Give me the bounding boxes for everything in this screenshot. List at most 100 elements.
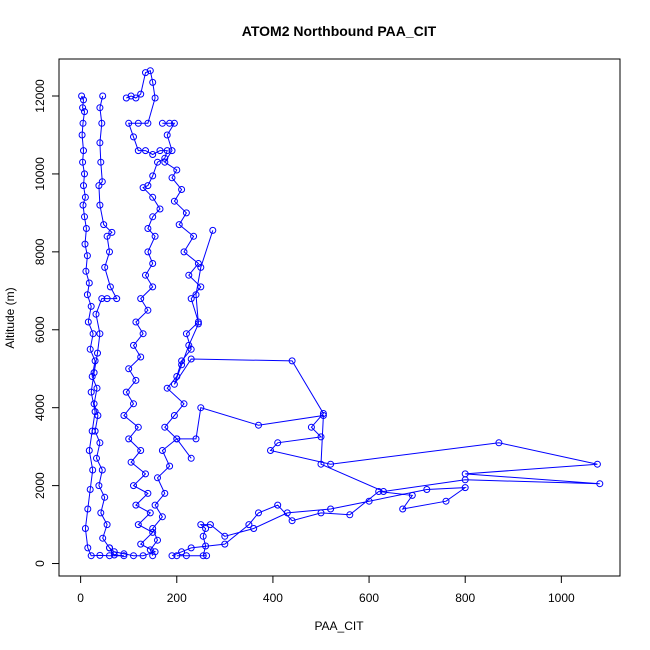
data-point [110,548,118,556]
data-point [86,345,94,353]
y-tick-label: 0 [33,560,47,567]
data-point [461,484,469,492]
data-point [156,205,164,213]
data-point [99,92,107,100]
data-point [182,552,190,560]
data-point [317,433,325,441]
data-point [95,482,103,490]
data-point [82,267,90,275]
data-point [79,201,87,209]
data-point [106,248,113,256]
data-point [78,92,86,100]
data-point [81,170,88,178]
data-point [399,505,407,513]
series [106,67,171,560]
data-point [106,283,114,291]
data-point [149,260,157,267]
data-point [97,509,105,517]
data-point [130,133,137,141]
data-point [130,341,137,349]
data-point [89,466,97,474]
x-tick-label: 200 [167,591,187,605]
data-point [283,509,291,517]
data-point [170,380,178,388]
data-point [288,357,296,365]
data-point [132,94,140,102]
data-point [106,544,113,552]
data-point [596,480,604,488]
series [146,119,205,560]
y-tick-label: 6000 [33,316,47,343]
data-point [96,551,104,559]
data-point [80,182,87,190]
data-point [149,213,157,221]
data-point [130,482,137,490]
data-point [168,174,176,182]
data-point [185,271,193,279]
data-point [79,104,87,112]
data-point [423,486,431,493]
data-point [149,193,157,201]
data-point [146,546,154,554]
data-point [163,384,171,392]
data-point [89,330,97,338]
data-point [170,119,178,127]
data-point [81,108,88,116]
data-point [461,476,469,484]
data-point [187,295,195,303]
data-point [98,178,106,186]
data-point [130,400,137,408]
data-point [149,283,157,291]
data-point [163,131,171,139]
series-line [171,487,467,557]
x-tick-label: 600 [359,591,379,605]
data-point [88,373,96,380]
data-point [97,158,105,166]
data-point [81,525,89,532]
data-point [132,376,140,384]
data-point [94,349,101,357]
data-point [255,421,262,429]
y-tick-label: 4000 [33,394,47,421]
data-point [182,330,190,338]
data-point [221,532,229,540]
data-point [90,369,98,377]
data-point [84,318,92,326]
data-point [83,291,91,299]
data-point [134,423,142,431]
data-point [142,69,149,77]
data-point [178,548,186,556]
data-point [139,184,147,192]
data-point [173,166,181,174]
data-point [161,489,169,497]
data-point [98,295,106,303]
y-axis: 0 2000 4000 6000 8000 10000 12000 [33,79,60,567]
data-point [125,119,133,127]
data-point [202,525,210,532]
data-point [101,493,109,501]
data-point [137,90,145,98]
data-point [202,542,210,550]
data-point [125,435,133,443]
data-point [154,474,161,482]
data-point [158,119,166,127]
data-point [170,412,178,419]
data-point [101,263,109,271]
data-point [317,460,325,468]
data-point [187,454,195,462]
data-point [79,158,87,166]
data-point [137,295,145,303]
data-point [327,460,335,468]
data-point [408,491,416,499]
x-tick-label: 1000 [548,591,575,605]
data-point [134,119,142,127]
data-point [267,447,274,454]
data-point [142,147,149,155]
data-point [288,517,296,525]
data-point [96,330,104,338]
data-point [187,355,195,363]
data-point [158,447,166,454]
data-point [93,454,100,462]
data-point [142,271,149,279]
data-point [180,248,188,256]
